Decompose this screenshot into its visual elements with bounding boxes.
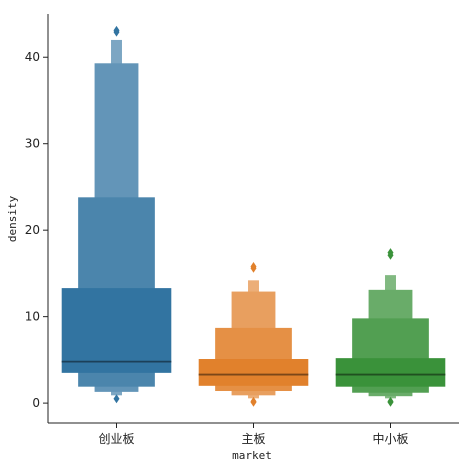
boxen-group: [198, 261, 309, 407]
outlier-point: [387, 248, 394, 258]
plot-area: [61, 25, 446, 407]
y-tick-label: 20: [25, 223, 40, 237]
y-axis-title: density: [6, 195, 19, 242]
boxen-group: [61, 25, 172, 404]
boxen-level-box: [335, 358, 446, 387]
boxen-level-box: [61, 288, 172, 373]
y-tick-label: 40: [25, 50, 40, 64]
axes: 创业板 主板 中小板 0 10 20 30 40: [25, 14, 459, 446]
x-tick-label: 中小板: [372, 431, 408, 446]
x-axis-title: market: [232, 449, 272, 462]
boxen-group: [335, 248, 446, 407]
outlier-point: [250, 396, 257, 406]
y-tick-label: 30: [25, 137, 40, 151]
outlier-point: [387, 396, 394, 406]
y-tick-label: 0: [32, 396, 40, 410]
outlier-point: [113, 394, 120, 404]
x-tick-label: 主板: [241, 432, 265, 446]
boxen-level-box: [198, 359, 309, 386]
outlier-point: [250, 261, 257, 271]
x-tick-label: 创业板: [98, 432, 134, 446]
outlier-point: [113, 25, 120, 35]
y-tick-label: 10: [25, 310, 40, 324]
